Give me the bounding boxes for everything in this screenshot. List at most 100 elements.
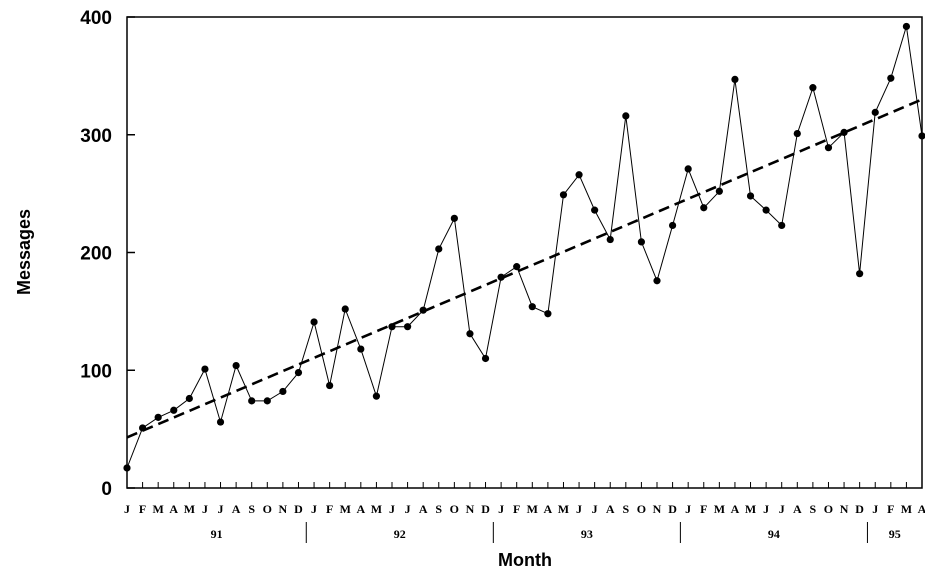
x-tick-label: N — [653, 502, 662, 516]
data-point — [419, 306, 427, 314]
data-point — [778, 221, 786, 230]
trend-line — [126, 98, 923, 439]
data-point — [746, 192, 755, 200]
x-tick-label: J — [124, 502, 130, 516]
data-point — [871, 108, 879, 116]
x-tick-label: M — [558, 502, 569, 516]
x-tick-label: S — [248, 502, 255, 516]
data-point — [902, 22, 911, 31]
y-axis: 0 100 200 300 400 — [80, 8, 135, 500]
data-point — [435, 245, 443, 253]
data-point — [216, 418, 225, 426]
plot-frame — [126, 16, 923, 489]
data-point — [357, 345, 365, 353]
data-point — [887, 74, 895, 82]
trend-layer — [126, 98, 923, 439]
series-layer — [123, 22, 925, 472]
data-point — [170, 406, 178, 414]
x-tick-label: M — [745, 502, 756, 516]
x-tick-label: O — [637, 502, 646, 516]
x-tick-label: O — [824, 502, 833, 516]
x-tick-label: F — [513, 502, 520, 516]
data-point — [232, 361, 240, 370]
data-point — [856, 270, 864, 278]
data-point — [559, 191, 568, 199]
y-tick-label: 0 — [101, 479, 112, 500]
data-point — [466, 330, 474, 338]
year-label: 95 — [889, 527, 901, 541]
data-point — [341, 305, 349, 313]
data-point — [715, 187, 723, 195]
data-point — [637, 238, 646, 246]
year-label: 92 — [394, 527, 406, 541]
x-tick-label: M — [714, 502, 725, 516]
x-tick-label: J — [779, 502, 785, 516]
x-tick-label: M — [153, 502, 164, 516]
x-tick-label: A — [169, 502, 178, 516]
data-point — [388, 323, 396, 331]
x-tick-label: M — [340, 502, 351, 516]
data-point — [528, 303, 536, 311]
data-point — [154, 413, 162, 421]
x-tick-label: F — [700, 502, 707, 516]
data-point — [731, 75, 739, 84]
data-point — [762, 206, 770, 214]
x-axis-title: Month — [498, 550, 552, 570]
x-tick-label: F — [326, 502, 333, 516]
x-tick-label: S — [435, 502, 442, 516]
data-point — [201, 365, 209, 373]
data-point — [824, 144, 833, 152]
data-point — [606, 235, 614, 244]
data-point — [326, 381, 334, 390]
x-tick-label: S — [622, 502, 629, 516]
data-point — [575, 171, 583, 179]
y-tick-label: 100 — [80, 361, 112, 382]
x-tick-label: J — [218, 502, 224, 516]
data-point — [513, 263, 521, 271]
x-tick-label: O — [450, 502, 459, 516]
x-tick-label: M — [371, 502, 382, 516]
x-tick-label: M — [901, 502, 912, 516]
x-tick-label: N — [840, 502, 849, 516]
x-tick-label: D — [668, 502, 677, 516]
x-tick-label: A — [544, 502, 553, 516]
x-tick-label: S — [810, 502, 817, 516]
data-point — [248, 397, 256, 405]
x-tick-label: J — [763, 502, 769, 516]
data-point — [700, 204, 708, 212]
data-point — [591, 206, 599, 214]
data-point — [279, 387, 287, 396]
x-tick-label: J — [872, 502, 878, 516]
data-point — [544, 310, 552, 318]
data-point — [450, 214, 458, 222]
data-point — [123, 464, 131, 472]
x-tick-label: A — [793, 502, 802, 516]
data-point — [403, 323, 412, 331]
data-point — [668, 221, 677, 230]
data-point — [294, 369, 303, 377]
x-tick-label: A — [731, 502, 740, 516]
data-point — [481, 354, 490, 363]
data-point — [372, 392, 381, 400]
x-tick-label: O — [263, 502, 272, 516]
data-point — [793, 129, 801, 138]
x-tick-label: J — [592, 502, 598, 516]
data-point — [684, 165, 692, 173]
x-tick-label: M — [527, 502, 538, 516]
x-tick-label: F — [139, 502, 146, 516]
data-point — [263, 397, 271, 405]
x-tick-label: D — [481, 502, 490, 516]
data-point — [653, 277, 661, 285]
year-label: 93 — [581, 527, 593, 541]
data-point — [840, 128, 848, 136]
x-tick-label: N — [279, 502, 288, 516]
x-tick-label: M — [184, 502, 195, 516]
data-point — [809, 84, 817, 92]
x-tick-label: J — [685, 502, 691, 516]
data-point — [138, 424, 147, 432]
x-tick-label: A — [356, 502, 365, 516]
x-tick-label: J — [576, 502, 582, 516]
x-tick-label: N — [466, 502, 475, 516]
x-tick-label: A — [232, 502, 241, 516]
